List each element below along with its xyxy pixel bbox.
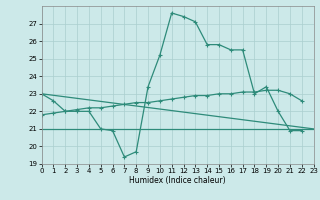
X-axis label: Humidex (Indice chaleur): Humidex (Indice chaleur) [129,176,226,185]
